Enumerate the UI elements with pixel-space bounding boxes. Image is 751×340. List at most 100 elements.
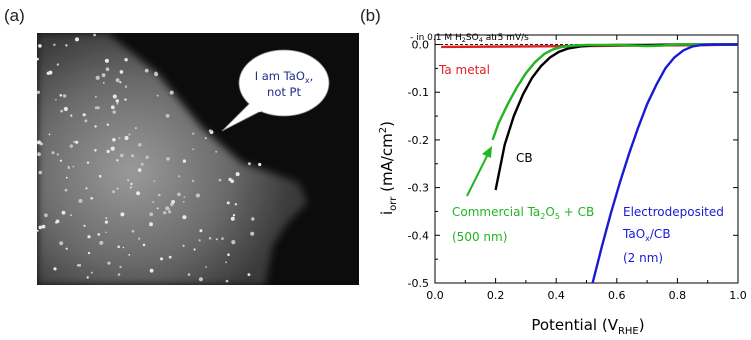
nanoparticle [98, 174, 102, 178]
nanoparticle [95, 75, 100, 80]
nanoparticle [85, 187, 88, 190]
nanoparticle [251, 217, 255, 221]
nanoparticle [107, 261, 111, 265]
nanoparticle [104, 220, 108, 224]
x-axis-title: Potential (VRHE) [531, 316, 644, 337]
nanoparticle [94, 125, 97, 128]
nanoparticle [225, 261, 228, 264]
nanoparticle [61, 210, 66, 215]
nanoparticle [112, 138, 116, 142]
y-tick-label: 0.0 [412, 39, 430, 52]
nanoparticle [37, 57, 39, 61]
nanoparticle [63, 106, 68, 112]
x-tick-label: 0.0 [426, 289, 444, 302]
y-tick-label: -0.4 [408, 229, 429, 242]
nanoparticle [120, 153, 124, 158]
nanoparticle [115, 78, 120, 83]
y-axis-title: iorr (mA/cm2) [378, 121, 399, 215]
nanoparticle [37, 229, 39, 232]
label-ta-metal: Ta metal [438, 63, 490, 77]
nanoparticle [118, 137, 121, 140]
nanoparticle [131, 154, 135, 158]
nanoparticle [152, 201, 155, 203]
nanoparticle [99, 240, 104, 245]
panel-label-b: (b) [360, 6, 381, 25]
nanoparticle [106, 149, 110, 154]
nanoparticle [53, 267, 57, 271]
nanoparticle [60, 109, 63, 113]
nanoparticle [87, 251, 91, 255]
nanoparticle [38, 225, 43, 230]
nanoparticle [90, 271, 93, 274]
nanoparticle [95, 96, 97, 98]
nanoparticle [101, 73, 106, 78]
nanoparticle [44, 213, 48, 217]
nanoparticle [112, 190, 116, 194]
y-tick-label: -0.5 [408, 277, 429, 290]
nanoparticle [70, 214, 72, 217]
nanoparticle [116, 187, 119, 190]
nanoparticle [199, 229, 203, 233]
nanoparticle [110, 146, 115, 151]
nanoparticle [120, 212, 125, 217]
nanoparticle [124, 135, 129, 141]
x-tick-label: 0.4 [547, 289, 565, 302]
nanoparticle [94, 149, 97, 152]
nanoparticle [225, 279, 229, 283]
nanoparticle [149, 222, 153, 227]
nanoparticle [38, 170, 43, 175]
nanoparticle [136, 191, 141, 196]
nanoparticle [124, 85, 128, 88]
nanoparticle [149, 268, 154, 273]
nanoparticle [131, 229, 135, 233]
nanoparticle [208, 129, 212, 133]
nanoparticle [55, 221, 58, 224]
y-tick-label: -0.3 [408, 182, 429, 195]
nanoparticle [227, 253, 230, 256]
label-commercial-size: (500 nm) [452, 230, 507, 244]
stem-micrograph: I am TaOx, not Pt [37, 33, 359, 285]
nanoparticle [160, 257, 163, 261]
nanoparticle [149, 212, 154, 217]
x-tick-label: 0.2 [487, 289, 505, 302]
nanoparticle [96, 106, 100, 110]
nanoparticle [234, 203, 238, 206]
nanoparticle [138, 237, 141, 240]
nanoparticle [116, 102, 119, 105]
nanoparticle [168, 210, 172, 214]
series-line-2 [491, 43, 738, 141]
series-line-3 [591, 43, 738, 284]
nanoparticle [83, 224, 86, 227]
panel-label-a: (a) [4, 6, 25, 25]
nanoparticle [156, 207, 159, 210]
nanoparticle [183, 196, 186, 198]
nanoparticle [230, 179, 234, 183]
nanoparticle [86, 161, 90, 164]
x-tick-label: 1.0 [729, 289, 747, 302]
nanoparticle [86, 276, 89, 279]
label-cb: CB [516, 151, 533, 165]
nanoparticle [165, 206, 170, 211]
nanoparticle [94, 106, 98, 110]
nanoparticle [198, 277, 203, 282]
label-commercial: Commercial Ta2O5 + CB [452, 205, 594, 221]
nanoparticle [232, 214, 236, 217]
nanoparticle [156, 94, 159, 97]
nanoparticle [230, 216, 235, 221]
nanoparticle [158, 193, 161, 197]
nanoparticle [70, 114, 73, 117]
x-tick-label: 0.6 [608, 289, 626, 302]
nanoparticle [165, 114, 170, 118]
nanoparticle [171, 200, 176, 204]
nanoparticle [69, 144, 73, 148]
nanoparticle [37, 90, 40, 94]
nanoparticle [235, 172, 240, 177]
nanoparticle [168, 208, 171, 211]
nanoparticle [226, 201, 230, 205]
nanoparticle [119, 81, 122, 84]
label-electrodeposited: Electrodeposited [623, 205, 724, 219]
nanoparticle [112, 94, 117, 99]
nanoparticle [105, 67, 110, 71]
nanoparticle [250, 231, 255, 236]
nanoparticle [87, 235, 91, 239]
